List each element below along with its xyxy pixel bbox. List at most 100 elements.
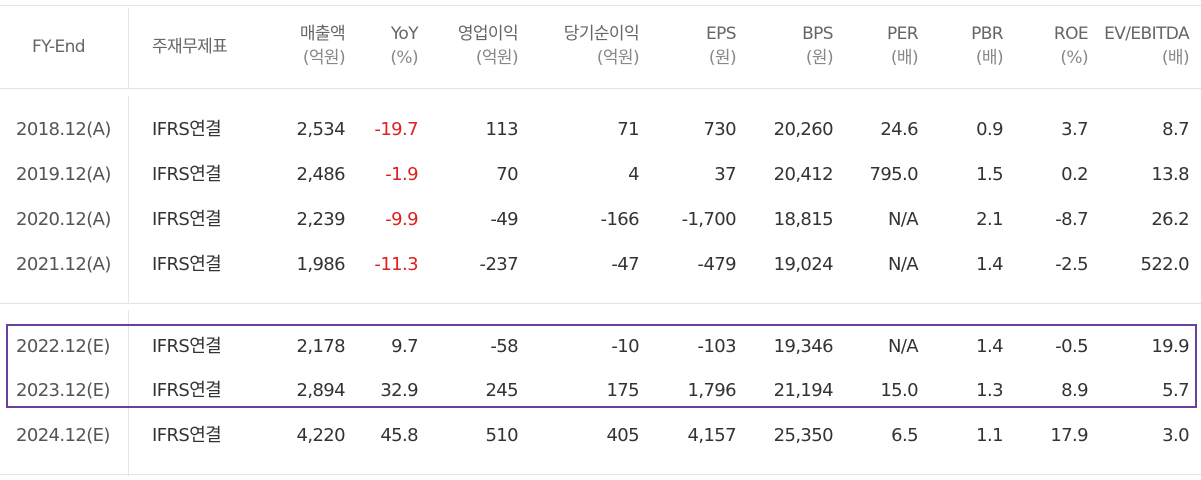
header-label: EPS: [706, 24, 737, 44]
cell-eps: 1,796: [687, 380, 736, 401]
cell-yoy: -19.7: [374, 119, 418, 140]
cell-fy-end: 2019.12(A): [16, 164, 111, 185]
cell-net-income: -166: [600, 209, 640, 230]
cell-operating-profit: -237: [479, 254, 519, 275]
cell-yoy: 9.7: [391, 336, 418, 357]
cell-bps: 19,024: [773, 254, 834, 275]
cell-yoy: -9.9: [385, 209, 418, 230]
cell-per: N/A: [887, 254, 919, 275]
header-pbr: PBR (배): [971, 22, 1004, 70]
cell-bps: 25,350: [773, 425, 834, 446]
cell-per: N/A: [887, 336, 919, 357]
cell-pbr: 2.1: [976, 209, 1003, 230]
table-divider: [0, 88, 1201, 89]
cell-bps: 21,194: [773, 380, 834, 401]
header-label: ROE: [1053, 24, 1089, 44]
cell-yoy: 32.9: [380, 380, 418, 401]
header-unit: (배): [1161, 48, 1190, 68]
header-unit: (원): [805, 48, 834, 68]
header-label: EV/EBITDA: [1104, 24, 1190, 44]
cell-net-income: 71: [617, 119, 639, 140]
cell-roe: -8.7: [1055, 209, 1088, 230]
header-label: YoY: [390, 24, 419, 44]
header-unit: (배): [975, 48, 1004, 68]
cell-eps: -1,700: [681, 209, 737, 230]
header-operating-profit: 영업이익 (억원): [458, 22, 519, 70]
table-divider: [0, 474, 1201, 475]
header-main-statement: 주재무제표: [152, 35, 228, 59]
cell-ev-ebitda: 26.2: [1151, 209, 1189, 230]
cell-bps: 20,412: [773, 164, 834, 185]
cell-fy-end: 2018.12(A): [16, 119, 111, 140]
header-unit: (%): [390, 48, 418, 68]
header-label: PBR: [971, 24, 1004, 44]
cell-operating-profit: 70: [496, 164, 518, 185]
cell-ev-ebitda: 5.7: [1162, 380, 1189, 401]
cell-ev-ebitda: 8.7: [1162, 119, 1189, 140]
cell-per: N/A: [887, 209, 919, 230]
cell-sales: 2,486: [296, 164, 345, 185]
cell-bps: 18,815: [773, 209, 834, 230]
cell-per: 15.0: [880, 380, 918, 401]
cell-eps: 4,157: [687, 425, 736, 446]
header-sales: 매출액 (억원): [299, 22, 346, 70]
header-label: 주재무제표: [152, 37, 228, 57]
cell-roe: 3.7: [1061, 119, 1088, 140]
cell-sales: 2,534: [296, 119, 345, 140]
header-fy-end: FY-End: [32, 35, 86, 59]
header-label: 매출액: [299, 24, 346, 44]
cell-pbr: 1.1: [976, 425, 1003, 446]
cell-roe: -2.5: [1055, 254, 1088, 275]
header-net-income: 당기순이익 (억원): [564, 22, 640, 70]
cell-fy-end: 2022.12(E): [16, 336, 110, 357]
cell-fy-end: 2023.12(E): [16, 380, 110, 401]
cell-main-statement: IFRS연결: [152, 380, 222, 401]
header-yoy: YoY (%): [390, 22, 418, 70]
header-unit: (%): [1060, 48, 1088, 68]
cell-net-income: -10: [611, 336, 639, 357]
header-label: BPS: [802, 24, 834, 44]
cell-eps: 730: [703, 119, 736, 140]
cell-eps: -479: [697, 254, 737, 275]
cell-operating-profit: 245: [485, 380, 518, 401]
cell-pbr: 1.5: [976, 164, 1003, 185]
cell-net-income: -47: [611, 254, 639, 275]
cell-roe: 17.9: [1050, 425, 1088, 446]
cell-pbr: 0.9: [976, 119, 1003, 140]
cell-main-statement: IFRS연결: [152, 209, 222, 230]
cell-sales: 4,220: [296, 425, 345, 446]
cell-ev-ebitda: 3.0: [1162, 425, 1189, 446]
cell-per: 24.6: [880, 119, 918, 140]
cell-main-statement: IFRS연결: [152, 425, 222, 446]
column-divider: [128, 310, 129, 476]
cell-fy-end: 2020.12(A): [16, 209, 111, 230]
cell-roe: 8.9: [1061, 380, 1088, 401]
cell-main-statement: IFRS연결: [152, 336, 222, 357]
cell-pbr: 1.4: [976, 336, 1003, 357]
header-per: PER (배): [887, 22, 919, 70]
header-roe: ROE (%): [1053, 22, 1089, 70]
cell-per: 6.5: [891, 425, 918, 446]
table-divider: [0, 303, 1201, 304]
forecast-highlight-box: [6, 324, 1197, 408]
header-label: FY-End: [32, 37, 86, 57]
cell-ev-ebitda: 13.8: [1151, 164, 1189, 185]
cell-main-statement: IFRS연결: [152, 254, 222, 275]
cell-operating-profit: -49: [490, 209, 518, 230]
cell-roe: -0.5: [1055, 336, 1088, 357]
cell-sales: 2,178: [296, 336, 345, 357]
cell-sales: 1,986: [296, 254, 345, 275]
column-divider: [128, 8, 129, 88]
header-unit: (배): [890, 48, 919, 68]
cell-roe: 0.2: [1061, 164, 1088, 185]
header-eps: EPS (원): [706, 22, 737, 70]
cell-main-statement: IFRS연결: [152, 119, 222, 140]
cell-net-income: 175: [606, 380, 639, 401]
cell-operating-profit: -58: [490, 336, 518, 357]
cell-pbr: 1.4: [976, 254, 1003, 275]
cell-net-income: 405: [606, 425, 639, 446]
cell-eps: 37: [714, 164, 736, 185]
header-ev-ebitda: EV/EBITDA (배): [1104, 22, 1190, 70]
header-unit: (원): [708, 48, 737, 68]
